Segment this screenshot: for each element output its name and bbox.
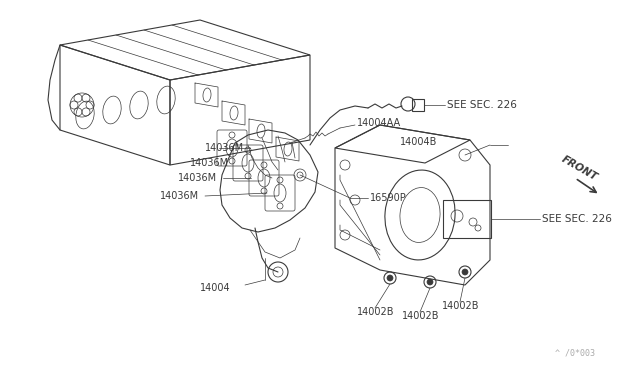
Bar (443, 200, 491, 238)
Text: 14004: 14004 (200, 283, 230, 293)
Text: 14002B: 14002B (442, 301, 479, 311)
Text: 14004B: 14004B (400, 137, 437, 147)
Text: SEE SEC. 226: SEE SEC. 226 (542, 214, 612, 224)
Text: FRONT: FRONT (560, 154, 600, 182)
Text: SEE SEC. 226: SEE SEC. 226 (447, 100, 517, 110)
Bar (412, 99, 424, 111)
Circle shape (387, 275, 393, 281)
Text: 14036M: 14036M (160, 191, 199, 201)
Text: 14002B: 14002B (402, 311, 440, 321)
Circle shape (427, 279, 433, 285)
Text: 14036M: 14036M (178, 173, 217, 183)
Text: 14036M: 14036M (190, 158, 229, 168)
Text: 16590P: 16590P (370, 193, 407, 203)
Circle shape (462, 269, 468, 275)
Text: ^ /0*003: ^ /0*003 (555, 349, 595, 358)
Text: 14002B: 14002B (357, 307, 394, 317)
Text: 14036M: 14036M (205, 143, 244, 153)
Text: 14004AA: 14004AA (357, 118, 401, 128)
